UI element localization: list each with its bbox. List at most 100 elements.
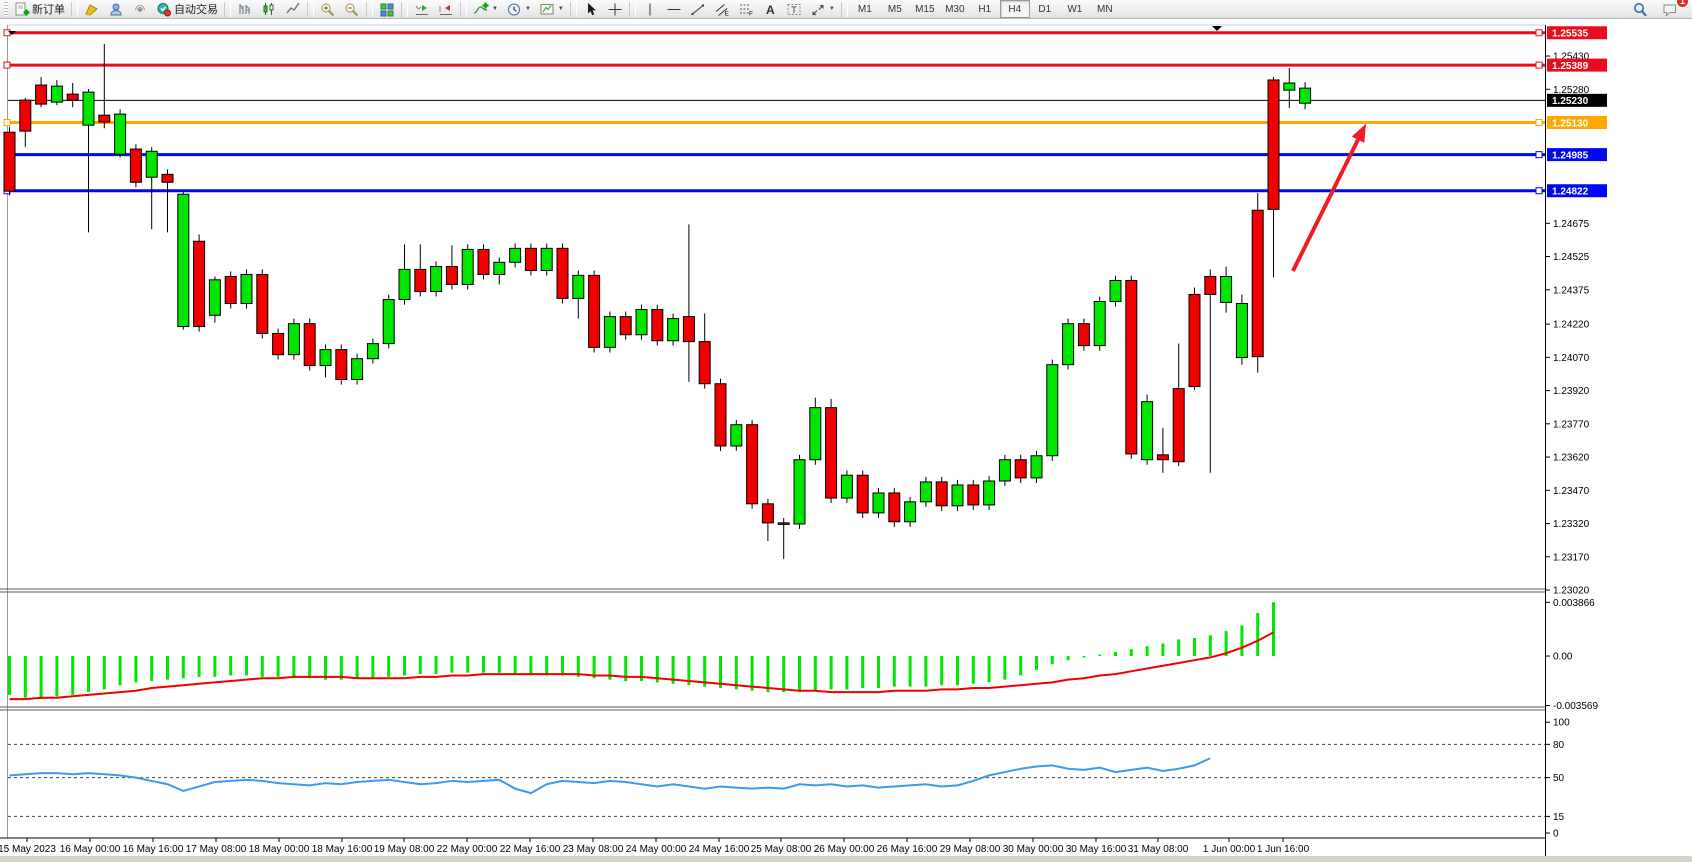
candle[interactable] xyxy=(382,294,395,349)
line-anchor-right[interactable] xyxy=(1535,118,1543,126)
signal-button[interactable] xyxy=(128,0,152,19)
cursor-button[interactable] xyxy=(579,0,603,19)
candle[interactable] xyxy=(1267,77,1280,278)
candle[interactable] xyxy=(82,89,95,233)
candle[interactable] xyxy=(1299,82,1312,110)
candle[interactable] xyxy=(66,83,79,108)
trend-arrow-shaft[interactable] xyxy=(1291,138,1360,272)
rsi-panel[interactable]: 100 80 50 15 0 xyxy=(8,718,1570,840)
chat-button[interactable]: 1 xyxy=(1658,0,1688,19)
candle[interactable] xyxy=(998,454,1011,486)
candle[interactable] xyxy=(1141,394,1154,465)
shapes-button[interactable]: ▼ xyxy=(806,0,839,19)
trend-arrow-head[interactable] xyxy=(1351,123,1366,143)
candle[interactable] xyxy=(935,477,948,511)
price-level-lines[interactable] xyxy=(3,29,1545,195)
candle[interactable] xyxy=(1109,275,1122,307)
timeframe-m15-button[interactable]: M15 xyxy=(915,3,935,15)
candle[interactable] xyxy=(1156,427,1169,473)
terminal-button[interactable] xyxy=(104,0,128,19)
candle[interactable] xyxy=(287,318,300,360)
candle[interactable] xyxy=(983,475,996,511)
candle[interactable] xyxy=(398,244,411,305)
candle[interactable] xyxy=(129,144,142,188)
dropdown-caret-icon[interactable]: ▼ xyxy=(524,6,531,12)
timeframe-mn-button[interactable]: MN xyxy=(1097,3,1113,15)
search-button[interactable] xyxy=(1628,0,1652,19)
candle[interactable] xyxy=(177,192,190,330)
candle[interactable] xyxy=(524,243,537,276)
candle[interactable] xyxy=(461,244,474,290)
candle[interactable] xyxy=(351,353,364,385)
candle[interactable] xyxy=(208,276,221,323)
candle[interactable] xyxy=(619,311,632,340)
new-order-button[interactable]: 新订单 xyxy=(10,0,69,19)
periods-button[interactable]: ▼ xyxy=(502,0,535,19)
candle[interactable] xyxy=(1235,294,1248,365)
timeframe-h4-button[interactable]: H4 xyxy=(999,0,1030,18)
chart-shift-button[interactable] xyxy=(434,0,458,19)
candle[interactable] xyxy=(540,243,553,276)
candle[interactable] xyxy=(856,470,869,518)
candle[interactable] xyxy=(1014,454,1027,483)
channel-button[interactable]: E xyxy=(710,0,734,19)
candle[interactable] xyxy=(746,419,759,509)
timeframe-w1-button[interactable]: W1 xyxy=(1067,3,1083,15)
line-anchor-right[interactable] xyxy=(1535,187,1543,195)
zoom-out-button[interactable] xyxy=(340,0,364,19)
candle[interactable] xyxy=(445,245,458,290)
candle[interactable] xyxy=(161,169,174,233)
candle[interactable] xyxy=(19,98,32,148)
candle[interactable] xyxy=(303,318,316,371)
candle[interactable] xyxy=(414,244,427,297)
candle[interactable] xyxy=(825,398,838,503)
chart-window[interactable]: GBPUSD, H4 1.25295 1.25303 1.25222 1.252… xyxy=(0,19,1692,862)
dropdown-caret-icon[interactable]: ▼ xyxy=(557,6,564,12)
dropdown-caret-icon[interactable]: ▼ xyxy=(828,6,835,12)
candle[interactable] xyxy=(256,269,269,339)
candle[interactable] xyxy=(35,77,48,108)
candle[interactable] xyxy=(572,270,585,319)
candle[interactable] xyxy=(319,344,332,378)
timeframe-d1-button[interactable]: D1 xyxy=(1038,3,1052,15)
trendline-button[interactable] xyxy=(686,0,710,19)
tile-windows-button[interactable] xyxy=(375,0,399,19)
timeframe-h1-button[interactable]: H1 xyxy=(978,3,992,15)
dropdown-caret-icon[interactable]: ▼ xyxy=(492,6,498,12)
candle[interactable] xyxy=(793,454,806,529)
candle[interactable] xyxy=(635,304,648,340)
line-anchor-left[interactable] xyxy=(3,118,11,126)
line-anchor-right[interactable] xyxy=(1535,151,1543,159)
candle[interactable] xyxy=(951,479,964,511)
candle[interactable] xyxy=(1062,318,1075,370)
candle[interactable] xyxy=(840,470,853,503)
line-anchor-left[interactable] xyxy=(3,29,11,37)
indicators-button[interactable]: ▼ xyxy=(469,0,502,19)
auto-scroll-button[interactable] xyxy=(410,0,434,19)
timeframe-m30-button[interactable]: M30 xyxy=(945,3,965,15)
candle[interactable] xyxy=(3,127,16,196)
candle[interactable] xyxy=(145,147,158,230)
candle[interactable] xyxy=(872,488,885,518)
time-axis[interactable]: 15 May 2023 16 May 00:00 16 May 16:00 17 Ma… xyxy=(0,838,1310,855)
timeframe-m1-button[interactable]: M1 xyxy=(857,3,872,15)
chart-end-marker-icon[interactable] xyxy=(1212,26,1222,31)
candle[interactable] xyxy=(224,271,237,309)
candle[interactable] xyxy=(1251,193,1264,373)
fibonacci-button[interactable]: F xyxy=(734,0,758,19)
line-chart-button[interactable] xyxy=(281,0,305,19)
candle[interactable] xyxy=(114,109,127,158)
candle[interactable] xyxy=(1188,287,1201,390)
candle[interactable] xyxy=(1093,296,1106,351)
candle[interactable] xyxy=(556,243,569,304)
candle[interactable] xyxy=(777,517,790,559)
line-anchor-left[interactable] xyxy=(3,61,11,69)
text-button[interactable]: A xyxy=(758,0,782,19)
candle[interactable] xyxy=(809,397,822,465)
candle[interactable] xyxy=(603,311,616,353)
candle[interactable] xyxy=(335,344,348,385)
autotrading-button[interactable]: 自动交易 xyxy=(152,0,222,19)
crosshair-button[interactable] xyxy=(603,0,627,19)
price-axis[interactable]: 1.25430 1.25280 1.24675 1.24525 1.24375 1.242… xyxy=(1545,26,1607,597)
candlestick-button[interactable] xyxy=(257,0,281,19)
